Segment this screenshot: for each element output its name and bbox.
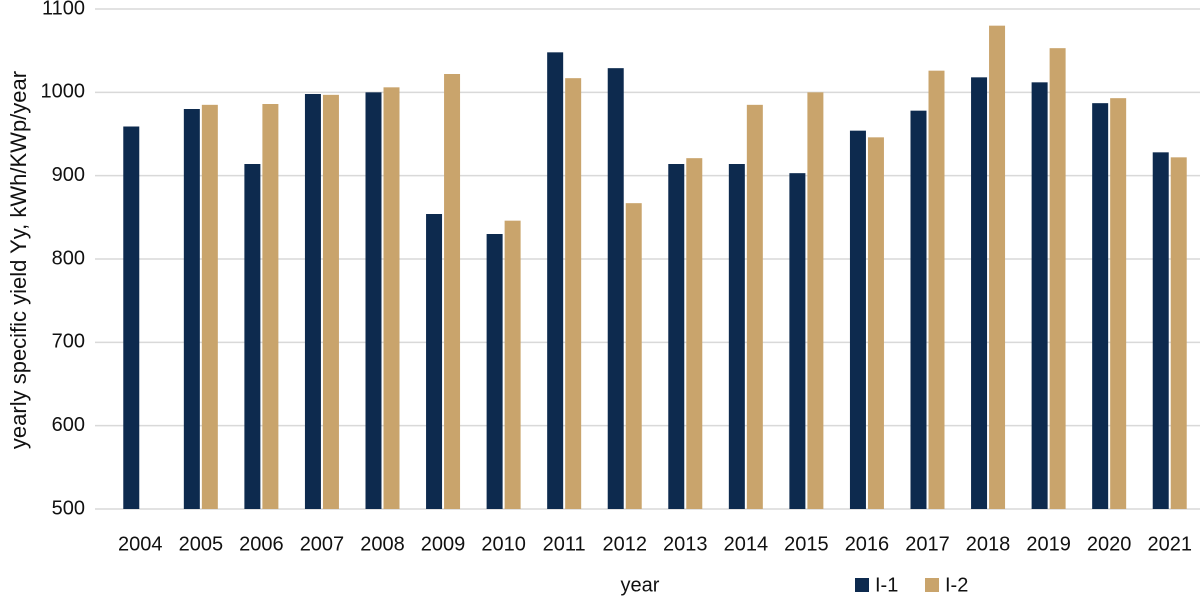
- bar: [383, 87, 400, 509]
- y-tick-label: 1000: [41, 81, 86, 103]
- x-tick-label: 2006: [239, 533, 284, 555]
- x-tick-label: 2009: [421, 533, 466, 555]
- x-tick-label: 2016: [845, 533, 890, 555]
- bar: [1152, 152, 1169, 510]
- y-tick-label: 1100: [42, 0, 85, 19]
- bar: [971, 77, 988, 509]
- bar: [1092, 103, 1109, 510]
- bar: [789, 173, 806, 509]
- bar: [989, 25, 1006, 510]
- bar: [849, 130, 866, 509]
- bar: [426, 214, 443, 509]
- x-tick-label: 2013: [663, 533, 708, 555]
- y-tick-label: 700: [52, 331, 85, 353]
- bar: [322, 94, 339, 509]
- bar: [807, 92, 824, 509]
- bar: [183, 109, 200, 509]
- y-tick-label: 900: [52, 164, 85, 186]
- legend-swatch: [855, 578, 869, 592]
- x-tick-label: 2014: [724, 533, 769, 555]
- bar: [201, 104, 218, 509]
- bar: [928, 70, 945, 510]
- bar: [547, 52, 564, 509]
- x-tick-label: 2018: [966, 533, 1011, 555]
- bar: [1031, 82, 1048, 509]
- bar: [123, 126, 140, 509]
- x-axis-title: year: [621, 574, 660, 596]
- bar: [625, 203, 642, 509]
- y-tick-label: 800: [52, 247, 85, 269]
- x-tick-label: 2021: [1147, 533, 1192, 555]
- bar: [565, 78, 582, 510]
- x-tick-label: 2004: [118, 533, 163, 555]
- x-tick-label: 2015: [784, 533, 829, 555]
- bar: [607, 68, 624, 510]
- y-tick-label: 600: [52, 414, 85, 436]
- bar: [728, 164, 745, 509]
- bar: [686, 158, 703, 509]
- x-tick-label: 2011: [543, 533, 586, 555]
- bar: [1170, 157, 1187, 510]
- x-tick-label: 2005: [179, 533, 224, 555]
- legend-label: I-1: [875, 574, 898, 596]
- bar: [262, 104, 279, 509]
- y-tick-label: 500: [52, 497, 85, 519]
- bar: [746, 104, 763, 509]
- x-tick-label: 2019: [1026, 533, 1071, 555]
- bar: [504, 220, 521, 509]
- bar: [910, 110, 927, 510]
- legend-label: I-2: [945, 574, 968, 596]
- x-tick-label: 2007: [300, 533, 345, 555]
- bar: [486, 234, 503, 509]
- bar: [1049, 48, 1066, 510]
- bar: [365, 92, 382, 509]
- legend-swatch: [925, 578, 939, 592]
- x-tick-label: 2020: [1087, 533, 1132, 555]
- bar: [867, 137, 884, 510]
- y-axis-title: yearly specific yield Yy, kWh/KWp/year: [6, 71, 31, 449]
- bar: [244, 164, 261, 509]
- x-tick-label: 2012: [602, 533, 647, 555]
- bar: [304, 94, 321, 509]
- x-tick-label: 2008: [360, 533, 405, 555]
- x-tick-label: 2010: [481, 533, 526, 555]
- x-tick-label: 2017: [905, 533, 950, 555]
- bar: [1110, 98, 1127, 510]
- bar: [444, 74, 461, 509]
- bar: [668, 164, 685, 509]
